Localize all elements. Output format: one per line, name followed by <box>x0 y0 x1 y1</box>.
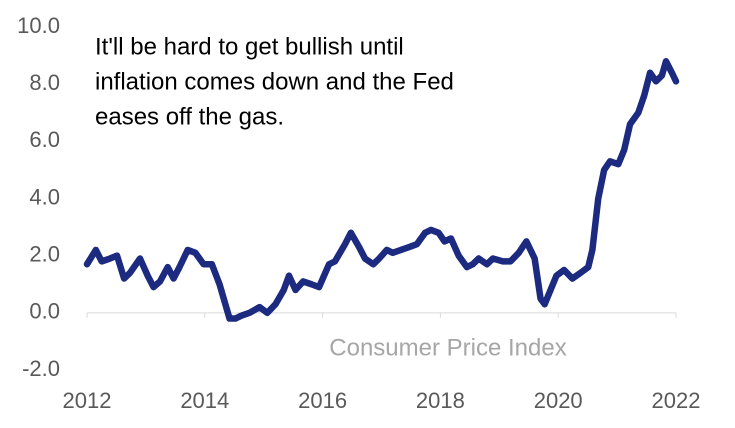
annotation: inflation comes down and the Fed <box>95 68 454 95</box>
annotation: eases off the gas. <box>95 103 284 130</box>
x-tick-label: 2022 <box>652 388 701 413</box>
y-tick-label: 8.0 <box>29 70 60 95</box>
y-tick-label: -2.0 <box>22 356 60 381</box>
y-tick-label: 2.0 <box>29 241 60 266</box>
annotation: It'll be hard to get bullish until <box>95 33 404 60</box>
series-label: Consumer Price Index <box>329 334 566 361</box>
line <box>83 58 680 322</box>
x-tick-label: 2016 <box>298 388 347 413</box>
y-tick-label: 4.0 <box>29 184 60 209</box>
x-tick-label: 2014 <box>180 388 229 413</box>
y-tick-label: 0.0 <box>29 299 60 324</box>
y-tick-label: 10.0 <box>17 13 60 38</box>
x-tick-label: 2018 <box>416 388 465 413</box>
y-tick-label: 6.0 <box>29 127 60 152</box>
x-tick-label: 2020 <box>534 388 583 413</box>
x-tick-label: 2012 <box>63 388 112 413</box>
